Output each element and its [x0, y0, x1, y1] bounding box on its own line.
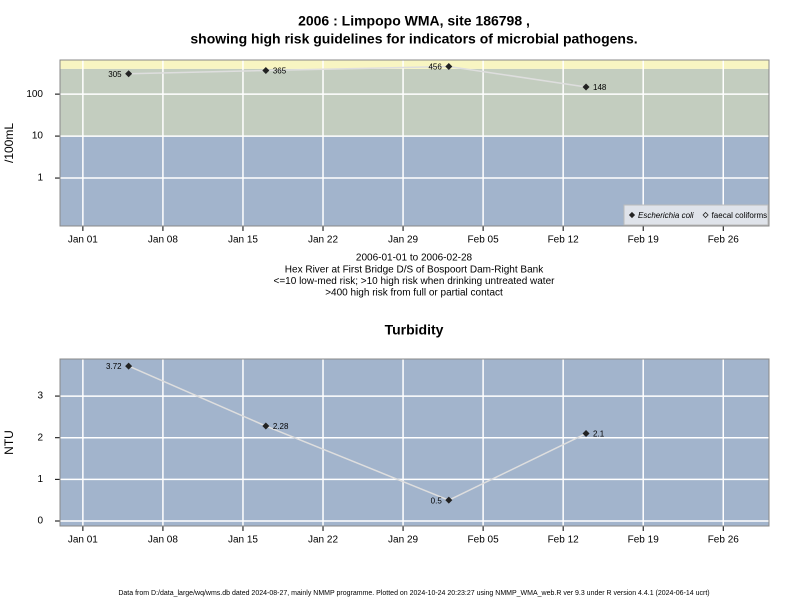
x-tick-label: Jan 29 — [388, 235, 418, 246]
data-point — [445, 62, 453, 70]
y-tick-label: 1 — [37, 474, 43, 485]
x-tick-label: Feb 05 — [468, 235, 500, 246]
data-label: 365 — [273, 67, 287, 76]
x-tick-label: Jan 01 — [68, 535, 98, 546]
y-tick-label: 10 — [32, 131, 44, 142]
legend-label: Escherichia coli — [638, 211, 694, 220]
x-tick-label: Jan 29 — [388, 535, 418, 546]
x-tick-label: Feb 19 — [628, 535, 660, 546]
chart-subtitle: showing high risk guidelines for indicat… — [190, 31, 637, 47]
data-label: 0.5 — [431, 496, 443, 505]
chart-title: Turbidity — [385, 322, 444, 338]
y-tick-label: 1 — [37, 173, 43, 184]
x-tick-label: Jan 08 — [148, 535, 178, 546]
risk-band — [60, 60, 769, 69]
x-tick-label: Jan 22 — [308, 535, 338, 546]
data-point — [582, 83, 590, 91]
x-tick-label: Feb 05 — [468, 535, 500, 546]
note: <=10 low-med risk; >10 high risk when dr… — [274, 276, 556, 287]
x-tick-label: Feb 12 — [548, 535, 580, 546]
plot-frame — [59, 358, 770, 527]
note: 2006-01-01 to 2006-02-28 — [356, 253, 473, 264]
y-tick-label: 2 — [37, 432, 43, 443]
series-line — [128, 365, 587, 502]
x-tick-label: Feb 12 — [548, 235, 580, 246]
data-label: 2.1 — [593, 430, 605, 439]
legend-marker — [628, 211, 636, 219]
note: >400 high risk from full or partial cont… — [325, 288, 503, 299]
x-tick-label: Jan 15 — [228, 235, 258, 246]
x-tick-label: Feb 26 — [708, 535, 740, 546]
x-tick-label: Jan 08 — [148, 235, 178, 246]
data-label: 148 — [593, 83, 607, 92]
chart-title: 2006 : Limpopo WMA, site 186798 , — [298, 13, 530, 29]
series-line — [128, 65, 587, 88]
plot-frame — [59, 59, 770, 227]
data-point — [582, 430, 590, 438]
y-tick-label: 0 — [37, 516, 43, 527]
legend-box — [623, 204, 769, 226]
y-axis-label: /100mL — [2, 123, 16, 163]
risk-band — [60, 68, 769, 137]
x-tick-label: Feb 26 — [708, 235, 740, 246]
x-tick-label: Jan 01 — [68, 235, 98, 246]
y-axis-label: NTU — [2, 430, 16, 455]
note: Hex River at First Bridge D/S of Bospoor… — [285, 264, 544, 275]
plot-background — [60, 359, 769, 526]
legend-label: faecal coliforms — [712, 211, 768, 220]
data-label: 3.72 — [106, 362, 122, 371]
data-point — [125, 70, 133, 78]
y-tick-label: 100 — [26, 89, 43, 100]
x-tick-label: Feb 19 — [628, 235, 660, 246]
data-label: 2.28 — [273, 422, 289, 431]
data-point — [262, 67, 270, 75]
y-tick-label: 3 — [37, 391, 43, 402]
x-tick-label: Jan 22 — [308, 235, 338, 246]
data-point — [125, 362, 133, 370]
footer: Data from D:/data_large/wq/wms.db dated … — [118, 590, 709, 597]
legend-marker — [702, 211, 709, 219]
data-point — [262, 422, 270, 430]
data-label: 456 — [428, 63, 442, 72]
data-point — [445, 496, 453, 504]
data-label: 305 — [108, 70, 122, 79]
x-tick-label: Jan 15 — [228, 535, 258, 546]
